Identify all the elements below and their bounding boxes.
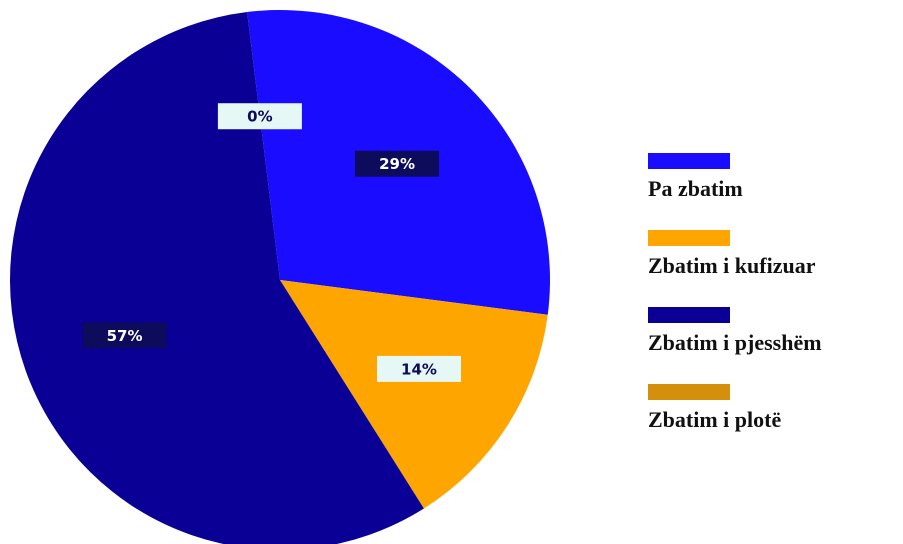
pie-slice bbox=[280, 280, 548, 509]
data-label-box bbox=[355, 150, 440, 177]
data-label-box bbox=[217, 103, 302, 130]
pie-slice bbox=[247, 12, 280, 280]
legend-label: Pa zbatim bbox=[648, 176, 743, 201]
data-label: 29% bbox=[379, 155, 415, 173]
data-label: 57% bbox=[107, 327, 143, 345]
data-label-box bbox=[82, 322, 167, 349]
data-label-box bbox=[377, 355, 462, 382]
legend-label: Zbatim i kufizuar bbox=[648, 253, 816, 278]
data-label-group: 29% bbox=[355, 150, 440, 177]
legend-label: Zbatim i plotë bbox=[648, 407, 781, 432]
legend-swatch bbox=[648, 230, 730, 246]
data-label-group: 0% bbox=[217, 103, 302, 130]
legend-swatch bbox=[648, 307, 730, 323]
legend-label: Zbatim i pjesshëm bbox=[648, 330, 822, 355]
data-label-group: 14% bbox=[377, 355, 462, 382]
legend-swatch bbox=[648, 153, 730, 169]
data-label: 14% bbox=[401, 360, 437, 378]
data-label: 0% bbox=[247, 108, 272, 126]
data-label-group: 57% bbox=[82, 322, 167, 349]
pie-slice bbox=[10, 12, 424, 544]
legend-swatch bbox=[648, 384, 730, 400]
